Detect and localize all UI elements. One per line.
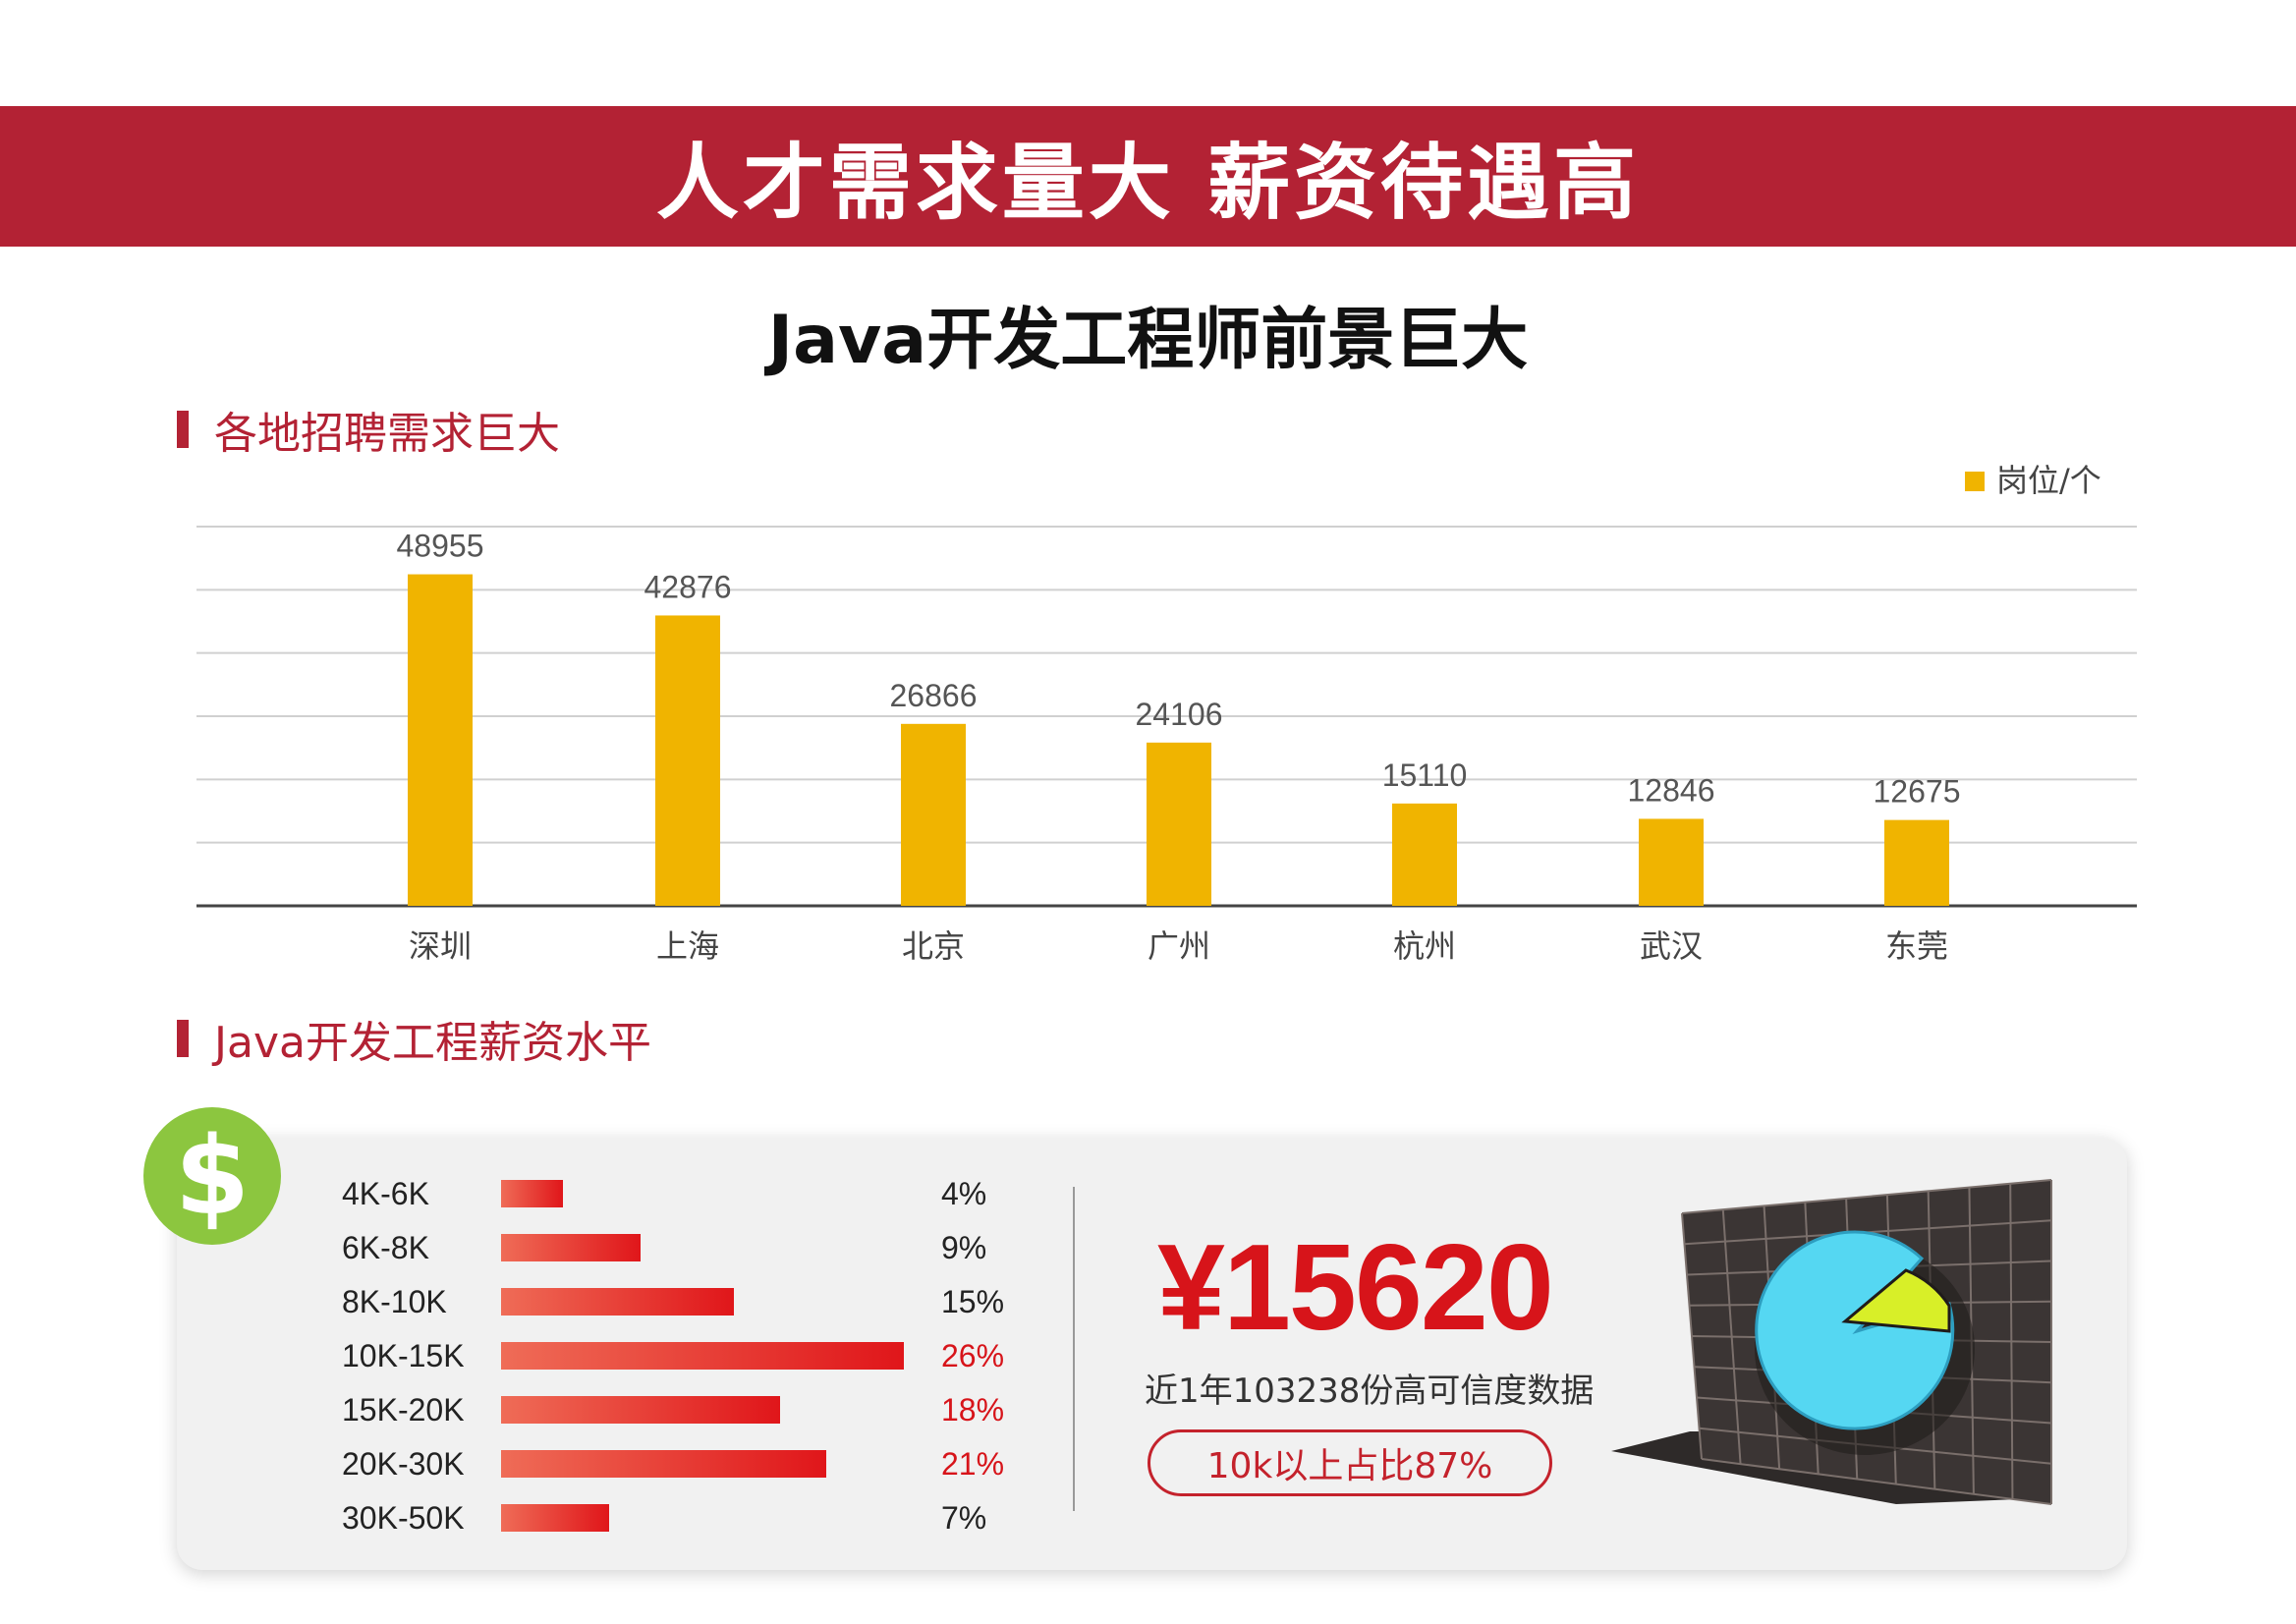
section-marker	[177, 411, 189, 448]
bar	[1392, 803, 1457, 906]
salary-bar	[501, 1234, 641, 1261]
category-label: 武汉	[1640, 927, 1703, 965]
salary-bar	[501, 1450, 826, 1478]
salary-range-label: 4K-6K	[342, 1176, 429, 1211]
bar	[408, 574, 473, 906]
bar-value-label: 12846	[1628, 772, 1715, 808]
city-demand-bar-chart: 48955 42876 26866 24106 15110 12846 12675 深圳 上海…	[196, 462, 2137, 965]
salary-row: 20K-30K 21%	[342, 1444, 1030, 1484]
board-grid-line	[1681, 1179, 2052, 1214]
section-salary-header: Java开发工程薪资水平	[177, 1007, 651, 1070]
board-grid-line	[1701, 1458, 2052, 1505]
bar-value-label: 42876	[644, 569, 732, 604]
bar-value-label: 15110	[1382, 757, 1468, 793]
salary-row: 8K-10K 15%	[342, 1282, 1030, 1321]
chart-category-labels: 深圳 上海 北京 广州 杭州 武汉 东莞	[409, 927, 1948, 965]
banner-title: 人才需求量大 薪资待遇高	[655, 135, 1641, 231]
salary-range-label: 10K-15K	[342, 1338, 465, 1373]
salary-percent: 15%	[941, 1284, 1005, 1319]
category-label: 深圳	[409, 927, 472, 965]
category-label: 北京	[902, 927, 965, 965]
salary-percent: 26%	[941, 1338, 1005, 1373]
header-banner: 人才需求量大 薪资待遇高	[0, 106, 2296, 247]
salary-range-label: 6K-8K	[342, 1230, 429, 1265]
category-label: 广州	[1148, 927, 1210, 965]
pie-main-slice	[1755, 1230, 1955, 1430]
salary-percent: 4%	[941, 1176, 987, 1211]
category-label: 上海	[656, 927, 719, 965]
salary-row: 10K-15K 26%	[342, 1336, 1030, 1375]
category-label: 东莞	[1885, 927, 1948, 965]
salary-ratio-pill: 10k以上占比87%	[1148, 1429, 1552, 1496]
salary-range-label: 8K-10K	[342, 1284, 447, 1319]
salary-bar	[501, 1180, 563, 1207]
bar	[1884, 819, 1949, 906]
salary-row: 4K-6K 4%	[342, 1174, 1030, 1213]
section-demand-title: 各地招聘需求巨大	[214, 409, 560, 459]
average-salary: ¥15620	[1157, 1220, 1554, 1356]
bar-value-label: 48955	[397, 529, 484, 564]
bar	[901, 723, 966, 906]
dollar-icon: $	[143, 1107, 281, 1245]
chart-legend: 岗位/个	[1965, 462, 2101, 499]
bar	[1147, 742, 1211, 906]
bar	[655, 615, 720, 906]
section-salary-title: Java开发工程薪资水平	[214, 1018, 651, 1068]
legend-swatch	[1965, 472, 1985, 491]
salary-bar	[501, 1342, 904, 1370]
salary-range-label: 20K-30K	[342, 1446, 465, 1482]
salary-percent: 9%	[941, 1230, 987, 1265]
salary-percent: 21%	[941, 1446, 1005, 1482]
salary-bar	[501, 1504, 609, 1532]
salary-range-label: 30K-50K	[342, 1500, 465, 1536]
salary-row: 6K-8K 9%	[342, 1228, 1030, 1267]
legend-label: 岗位/个	[1996, 462, 2101, 499]
section-demand-header: 各地招聘需求巨大	[177, 398, 560, 461]
salary-row: 30K-50K 7%	[342, 1498, 1030, 1538]
salary-bar	[501, 1288, 734, 1316]
bar-value-label: 24106	[1136, 697, 1223, 732]
salary-range-label: 15K-20K	[342, 1392, 465, 1428]
pie-chart-illustration	[1611, 1179, 2052, 1505]
salary-bar	[501, 1396, 780, 1424]
bar-value-label: 12675	[1874, 774, 1961, 810]
salary-row: 15K-20K 18%	[342, 1390, 1030, 1429]
section-marker	[177, 1020, 189, 1057]
salary-percent: 7%	[941, 1500, 987, 1536]
divider	[1073, 1187, 1075, 1511]
bar	[1639, 818, 1704, 906]
page-subtitle: Java开发工程师前景巨大	[767, 302, 1529, 379]
chart-bars	[408, 574, 1949, 906]
chart-value-labels: 48955 42876 26866 24106 15110 12846 12675	[397, 529, 1961, 810]
salary-data-note: 近1年103238份高可信度数据	[1145, 1372, 1595, 1411]
pie-highlight-slice	[1841, 1268, 1951, 1333]
category-label: 杭州	[1393, 927, 1456, 965]
bar-value-label: 26866	[890, 678, 978, 713]
salary-percent: 18%	[941, 1392, 1005, 1428]
